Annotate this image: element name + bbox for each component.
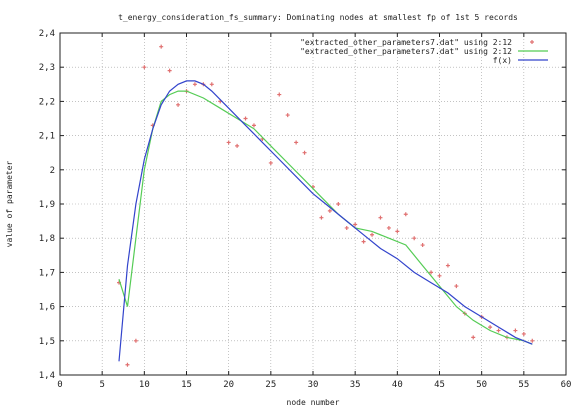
y-axis-label: value of parameter — [5, 160, 14, 247]
data-point — [133, 338, 138, 343]
y-tick-label: 1,8 — [39, 234, 55, 244]
x-axis-label: node number — [287, 398, 340, 407]
data-point — [344, 225, 349, 230]
legend: "extracted_other_parameters7.dat" using … — [300, 38, 548, 65]
data-point — [361, 239, 366, 244]
x-tick-label: 50 — [476, 380, 487, 390]
data-point — [378, 215, 383, 220]
legend-label: f(x) — [493, 56, 512, 65]
data-point — [226, 140, 231, 145]
data-point — [251, 123, 256, 128]
x-tick-label: 25 — [265, 380, 276, 390]
data-point — [268, 160, 273, 165]
series-line-1 — [118, 90, 533, 345]
data-point — [437, 273, 442, 278]
y-tick-label: 2,1 — [39, 132, 55, 142]
x-tick-label: 10 — [139, 380, 150, 390]
series-points-0 — [117, 44, 535, 367]
data-point — [488, 325, 493, 330]
x-tick-label: 60 — [561, 380, 571, 390]
data-point — [319, 215, 324, 220]
series-layer — [117, 44, 535, 367]
data-point — [454, 284, 459, 289]
data-point — [302, 150, 307, 155]
data-point — [327, 208, 332, 213]
data-point — [142, 65, 147, 70]
y-tick-label: 2,2 — [39, 97, 55, 107]
data-point — [167, 68, 172, 73]
y-tick-label: 2,4 — [39, 29, 55, 39]
data-point — [521, 331, 526, 336]
x-tick-label: 20 — [223, 380, 234, 390]
data-point — [429, 270, 434, 275]
data-point — [395, 229, 400, 234]
chart-title: t_energy_consideration_fs_summary: Domin… — [118, 13, 518, 22]
data-point — [530, 338, 535, 343]
data-point — [412, 236, 417, 241]
data-point — [125, 362, 130, 367]
y-tick-label: 2,3 — [39, 63, 55, 73]
y-tick-label: 1,5 — [39, 337, 55, 347]
data-point — [277, 92, 282, 97]
x-tick-label: 30 — [308, 380, 319, 390]
data-point — [370, 232, 375, 237]
data-point — [176, 102, 181, 107]
y-tick-label: 1,6 — [39, 303, 55, 313]
x-tick-label: 55 — [518, 380, 529, 390]
data-point — [513, 328, 518, 333]
data-point — [496, 328, 501, 333]
x-tick-label: 0 — [57, 380, 62, 390]
series-line-2 — [118, 80, 533, 362]
data-point — [336, 202, 341, 206]
y-tick-label: 2 — [50, 166, 55, 176]
x-tick-label: 5 — [99, 380, 104, 390]
data-point — [353, 222, 358, 227]
data-point — [209, 82, 214, 87]
legend-marker — [530, 40, 534, 44]
data-point — [159, 44, 164, 49]
data-point — [285, 113, 290, 118]
legend-label: "extracted_other_parameters7.dat" using … — [300, 38, 512, 47]
data-point — [243, 116, 248, 121]
x-tick-label: 40 — [392, 380, 403, 390]
data-point — [294, 140, 299, 145]
x-tick-label: 15 — [181, 380, 192, 390]
y-tick-label: 1,7 — [39, 268, 55, 278]
legend-label: "extracted_other_parameters7.dat" using … — [300, 47, 512, 56]
data-point — [192, 82, 197, 87]
axis-ticks: 0 5 10 15 20 25 30 35 40 45 50 55 60 1,4 1,5 1,6 1,7 1,8 1… — [39, 29, 571, 390]
data-point — [386, 225, 391, 230]
data-point — [420, 243, 425, 248]
data-point — [471, 335, 476, 340]
y-tick-label: 1,9 — [39, 200, 55, 210]
y-tick-label: 1,4 — [39, 371, 55, 381]
data-point — [445, 263, 450, 268]
x-tick-label: 45 — [434, 380, 445, 390]
data-point — [403, 212, 408, 217]
x-tick-label: 35 — [350, 380, 361, 390]
data-point — [235, 143, 240, 148]
